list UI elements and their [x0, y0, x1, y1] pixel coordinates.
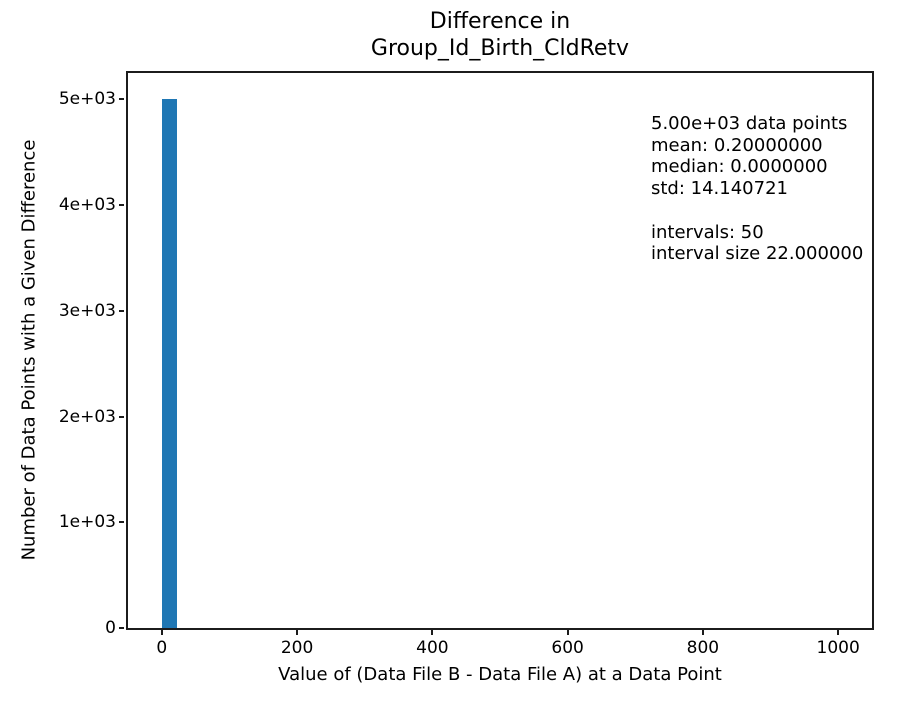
y-tick-label: 3e+03 [58, 300, 116, 321]
y-axis-label: Number of Data Points with a Given Diffe… [18, 139, 40, 561]
y-tick [119, 415, 124, 418]
histogram-bar [161, 99, 177, 628]
y-tick-label: 2e+03 [58, 406, 116, 427]
y-tick [119, 204, 124, 207]
x-axis-label: Value of (Data File B - Data File A) at … [278, 664, 722, 685]
y-tick [119, 521, 124, 524]
x-tick [701, 630, 704, 635]
y-tick-label: 4e+03 [58, 195, 116, 216]
plot-area: 0 200 400 600 800 1000 0 1e+03 2e+03 3e+03 4e+03 5e… [59, 71, 874, 658]
y-tick-label: 1e+03 [58, 512, 116, 533]
y-tick-label: 5e+03 [58, 89, 116, 110]
x-tick [160, 630, 163, 635]
x-tick-label: 0 [156, 638, 168, 658]
y-tick [119, 309, 124, 312]
x-tick-label: 200 [280, 638, 314, 658]
chart-title: Difference in Group_Id_Birth_CldRetv [370, 9, 630, 61]
x-tick-label: 400 [416, 638, 449, 658]
x-tick-label: 1000 [816, 638, 860, 658]
x-tick [296, 630, 299, 635]
x-tick [566, 630, 569, 635]
x-tick-label: 600 [551, 638, 584, 658]
x-tick [431, 630, 434, 635]
y-tick [119, 98, 124, 101]
y-tick-label: 0 [105, 618, 116, 638]
x-tick-label: 800 [686, 638, 720, 658]
y-tick [119, 627, 124, 629]
stats-annotation: 5.00e+03 data points mean: 0.20000000 me… [651, 113, 864, 265]
x-tick [837, 630, 840, 635]
